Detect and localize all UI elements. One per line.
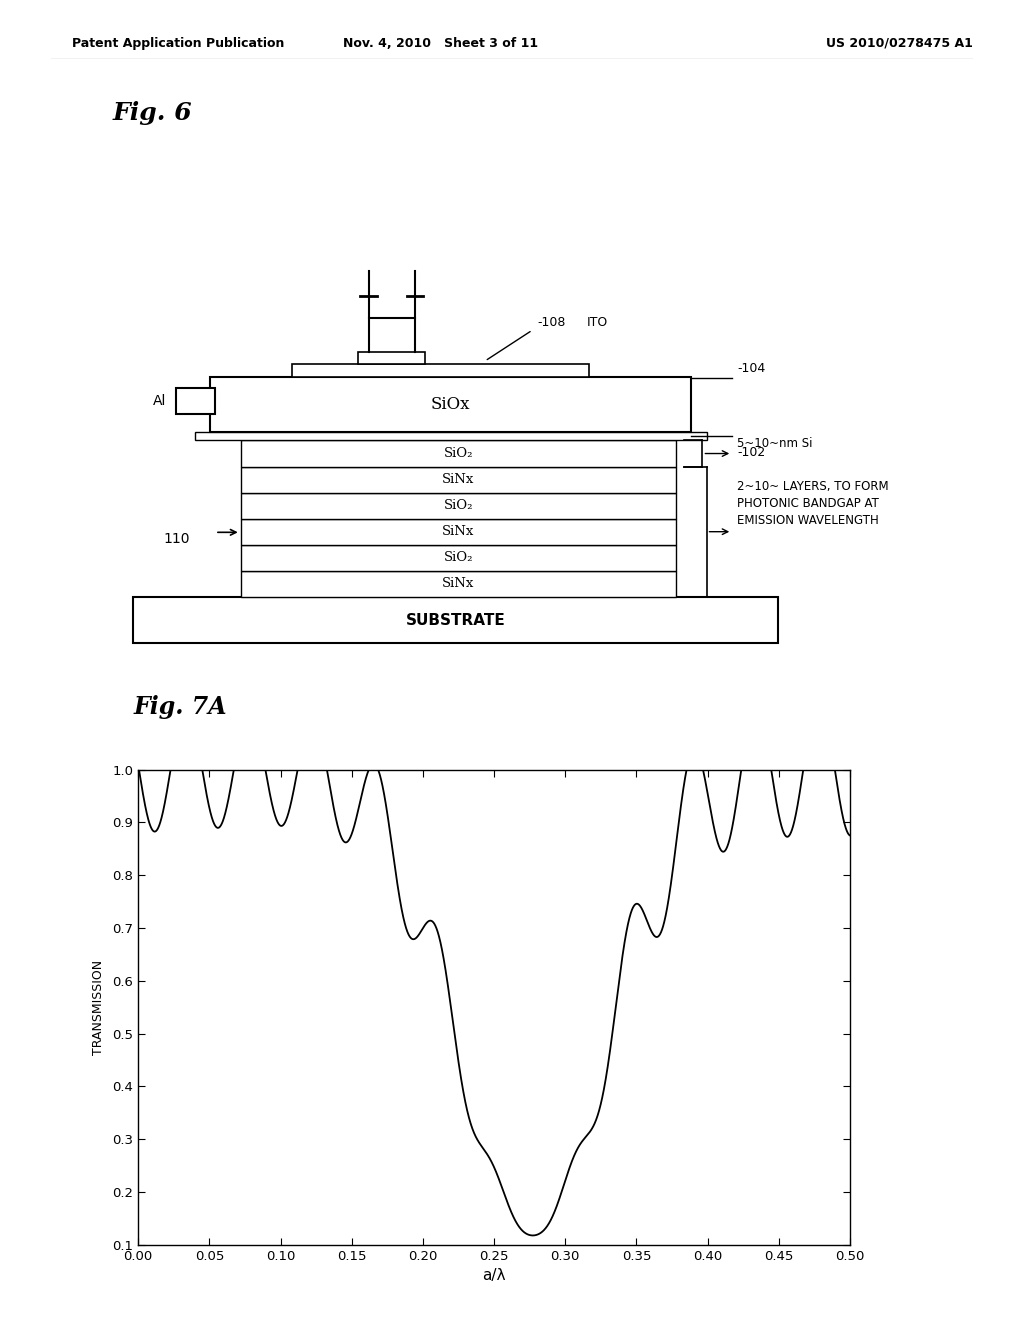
Text: SiO₂: SiO₂ xyxy=(443,552,473,564)
Text: SiNx: SiNx xyxy=(442,473,474,486)
Bar xyxy=(241,441,676,466)
Text: SiOx: SiOx xyxy=(431,396,470,413)
Bar xyxy=(358,351,425,364)
Bar xyxy=(241,570,676,597)
X-axis label: a/λ: a/λ xyxy=(482,1269,506,1283)
Bar xyxy=(133,597,778,643)
Text: -104: -104 xyxy=(737,363,766,375)
Y-axis label: TRANSMISSION: TRANSMISSION xyxy=(92,960,105,1055)
Text: SiNx: SiNx xyxy=(442,577,474,590)
Bar xyxy=(241,466,676,492)
Text: -102: -102 xyxy=(737,446,766,459)
Text: 110: 110 xyxy=(163,532,189,545)
Text: Al: Al xyxy=(153,395,166,408)
Text: 2~10~ LAYERS, TO FORM
PHOTONIC BANDGAP AT
EMISSION WAVELENGTH: 2~10~ LAYERS, TO FORM PHOTONIC BANDGAP A… xyxy=(737,479,889,527)
Text: SUBSTRATE: SUBSTRATE xyxy=(406,612,506,627)
Bar xyxy=(176,388,215,414)
Text: Fig. 7A: Fig. 7A xyxy=(133,696,226,719)
Bar xyxy=(241,545,676,570)
Text: 5~10~nm Si: 5~10~nm Si xyxy=(737,437,813,450)
Bar xyxy=(210,376,691,433)
Text: Patent Application Publication: Patent Application Publication xyxy=(72,37,284,50)
Bar xyxy=(195,433,707,441)
Bar xyxy=(292,364,589,376)
Text: SiO₂: SiO₂ xyxy=(443,447,473,461)
Text: SiO₂: SiO₂ xyxy=(443,499,473,512)
Bar xyxy=(241,492,676,519)
Text: Nov. 4, 2010   Sheet 3 of 11: Nov. 4, 2010 Sheet 3 of 11 xyxy=(343,37,538,50)
Text: -108: -108 xyxy=(538,315,566,329)
Text: SiNx: SiNx xyxy=(442,525,474,539)
Text: US 2010/0278475 A1: US 2010/0278475 A1 xyxy=(826,37,973,50)
Bar xyxy=(241,519,676,545)
Text: ITO: ITO xyxy=(587,315,608,329)
Text: Fig. 6: Fig. 6 xyxy=(113,100,193,124)
